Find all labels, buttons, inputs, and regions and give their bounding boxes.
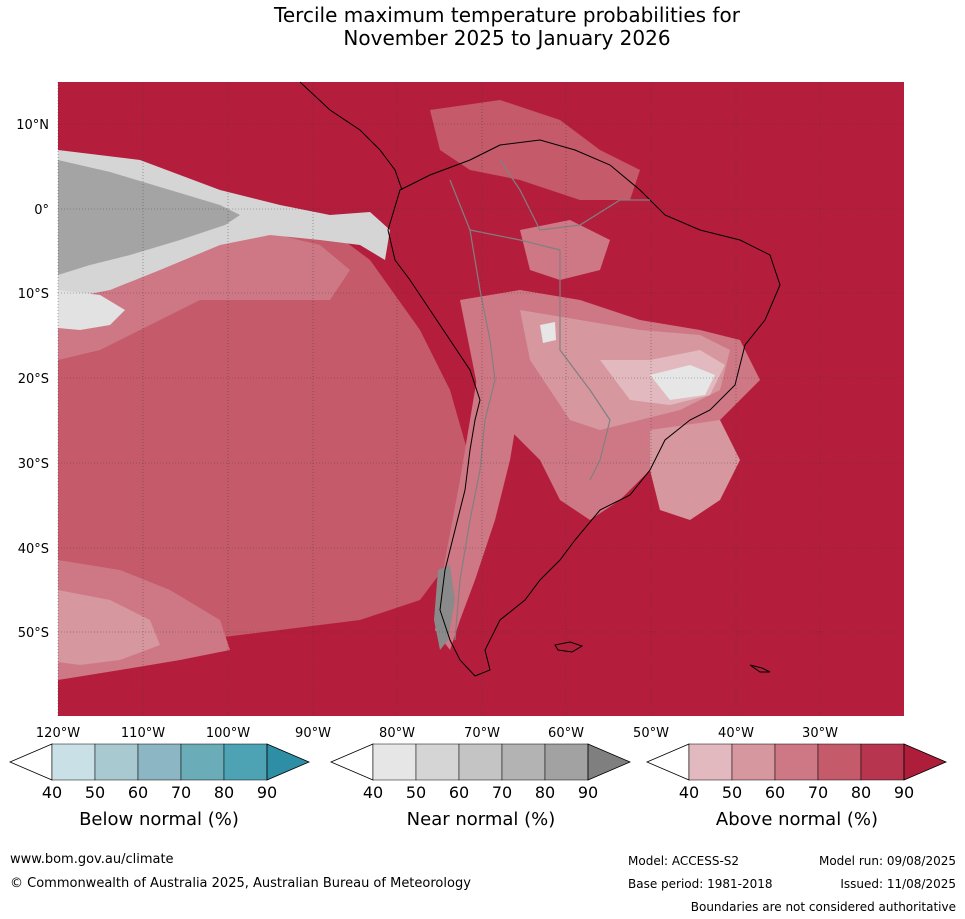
colorbar-segment [372, 743, 417, 781]
colorbar-lower-extend [329, 743, 374, 781]
colorbar-segment [458, 743, 503, 781]
border-andean [449, 179, 496, 641]
model-run-text: Model run: 09/08/2025 [818, 854, 956, 868]
colorbar-tick-label: 90 [894, 783, 914, 802]
lon-label: 120°W [36, 726, 80, 741]
above-50-atlantic-patch [650, 420, 740, 520]
colorbar-title-below: Below normal (%) [79, 809, 239, 830]
colorbar-above-normal: 40 50 60 70 80 90 [645, 743, 948, 802]
colorbar-segment [94, 743, 139, 781]
probability-field [58, 82, 904, 716]
colorbar-tick-label: 60 [128, 783, 148, 802]
colorbar-segment [415, 743, 460, 781]
near-normal-light-south [58, 290, 125, 330]
lat-label: 30°S [18, 457, 49, 472]
above-70-amazon [520, 220, 610, 280]
colorbar-segment [51, 743, 96, 781]
colorbar-tick-label: 90 [578, 783, 598, 802]
title-line-1: Tercile maximum temperature probabilitie… [274, 3, 740, 27]
colorbar-below-normal: 40 50 60 70 80 90 [8, 743, 311, 802]
colorbar-tick-label: 40 [363, 783, 383, 802]
above-50-band-pacific-south [58, 590, 160, 665]
colorbar-tick-label: 40 [679, 783, 699, 802]
lon-label: 80°W [379, 726, 415, 741]
lon-label: 110°W [121, 726, 165, 741]
colorbar-tick-label: 70 [808, 783, 828, 802]
map-title: Tercile maximum temperature probabilitie… [0, 4, 965, 50]
colorbar-title-above: Above normal (%) [716, 809, 878, 830]
country-borders [449, 159, 650, 641]
website-link[interactable]: www.bom.gov.au/climate [10, 852, 174, 867]
near-normal-patagonia [434, 565, 455, 650]
colorbar-tick-label: 50 [85, 783, 105, 802]
copyright-text: © Commonwealth of Australia 2025, Austra… [10, 876, 471, 891]
near-normal-andes-patch [540, 322, 556, 343]
lat-label: 50°S [18, 626, 49, 641]
colorbar-tick-label: 70 [492, 783, 512, 802]
colorbar-tick-label: 50 [406, 783, 426, 802]
lon-label: 50°W [633, 726, 669, 741]
base-period-text: Base period: 1981-2018 [628, 877, 773, 891]
border-north [499, 159, 650, 231]
colorbar-segment [501, 743, 546, 781]
colorbar-segment [860, 743, 905, 781]
near-normal-grey-tongue [58, 160, 240, 275]
colorbar-segment [544, 743, 589, 781]
longitude-labels: 120°W 110°W 100°W 90°W 80°W 70°W 60°W 50… [36, 726, 838, 741]
colorbar-tick-label: 50 [722, 783, 742, 802]
falklands-outline [554, 641, 584, 653]
issued-text: Issued: 11/08/2025 [840, 877, 956, 891]
colorbar-upper-extend [903, 743, 948, 781]
lon-label: 30°W [802, 726, 838, 741]
colorbar-segment [688, 743, 733, 781]
lon-label: 40°W [718, 726, 754, 741]
colorbar-tick-label: 40 [42, 783, 62, 802]
colorbar-tick-label: 90 [257, 783, 277, 802]
colorbar-tick-label: 60 [765, 783, 785, 802]
colorbar-upper-extend [266, 743, 311, 781]
lon-label: 100°W [206, 726, 250, 741]
lon-label: 70°W [464, 726, 500, 741]
south-america-coastline [387, 139, 781, 677]
near-normal-continent-patch [650, 365, 715, 400]
central-america-coastline [299, 81, 403, 191]
colorbar-lower-extend [645, 743, 690, 781]
colorbar-tick-label: 80 [214, 783, 234, 802]
colorbar-lower-extend [8, 743, 53, 781]
above-80-band-pacific [58, 210, 475, 660]
colorbar-tick-label: 80 [851, 783, 871, 802]
lat-label: 10°S [18, 287, 49, 302]
colorbar-segment [137, 743, 182, 781]
colorbar-segment [817, 743, 862, 781]
colorbar-segment [774, 743, 819, 781]
lat-label: 10°N [16, 118, 49, 133]
colorbar-segment [731, 743, 776, 781]
lat-label: 20°S [18, 372, 49, 387]
disclaimer-text: Boundaries are not considered authoritat… [690, 900, 956, 914]
colorbar-segment [223, 743, 268, 781]
lon-label: 90°W [295, 726, 331, 741]
colorbar-tick-label: 70 [171, 783, 191, 802]
colorbar-tick-label: 80 [535, 783, 555, 802]
lon-label: 60°W [548, 726, 584, 741]
south-georgia-outline [749, 664, 771, 673]
above-80-caribbean [430, 100, 640, 200]
model-text: Model: ACCESS-S2 [628, 854, 740, 868]
lat-label: 40°S [18, 542, 49, 557]
colorbar-upper-extend [587, 743, 632, 781]
colorbar-title-near: Near normal (%) [407, 809, 556, 830]
lat-label: 0° [34, 203, 49, 218]
colorbar-tick-label: 60 [449, 783, 469, 802]
above-60-andes [435, 350, 520, 650]
latitude-labels: 10°N 0° 10°S 20°S 30°S 40°S 50°S [16, 118, 49, 641]
graticule [57, 82, 904, 716]
title-line-2: November 2025 to January 2026 [343, 26, 671, 50]
coastlines [299, 81, 781, 677]
colorbar-segment [180, 743, 225, 781]
border-brazil-west [469, 229, 611, 481]
colorbar-near-normal: 40 50 60 70 80 90 [329, 743, 632, 802]
